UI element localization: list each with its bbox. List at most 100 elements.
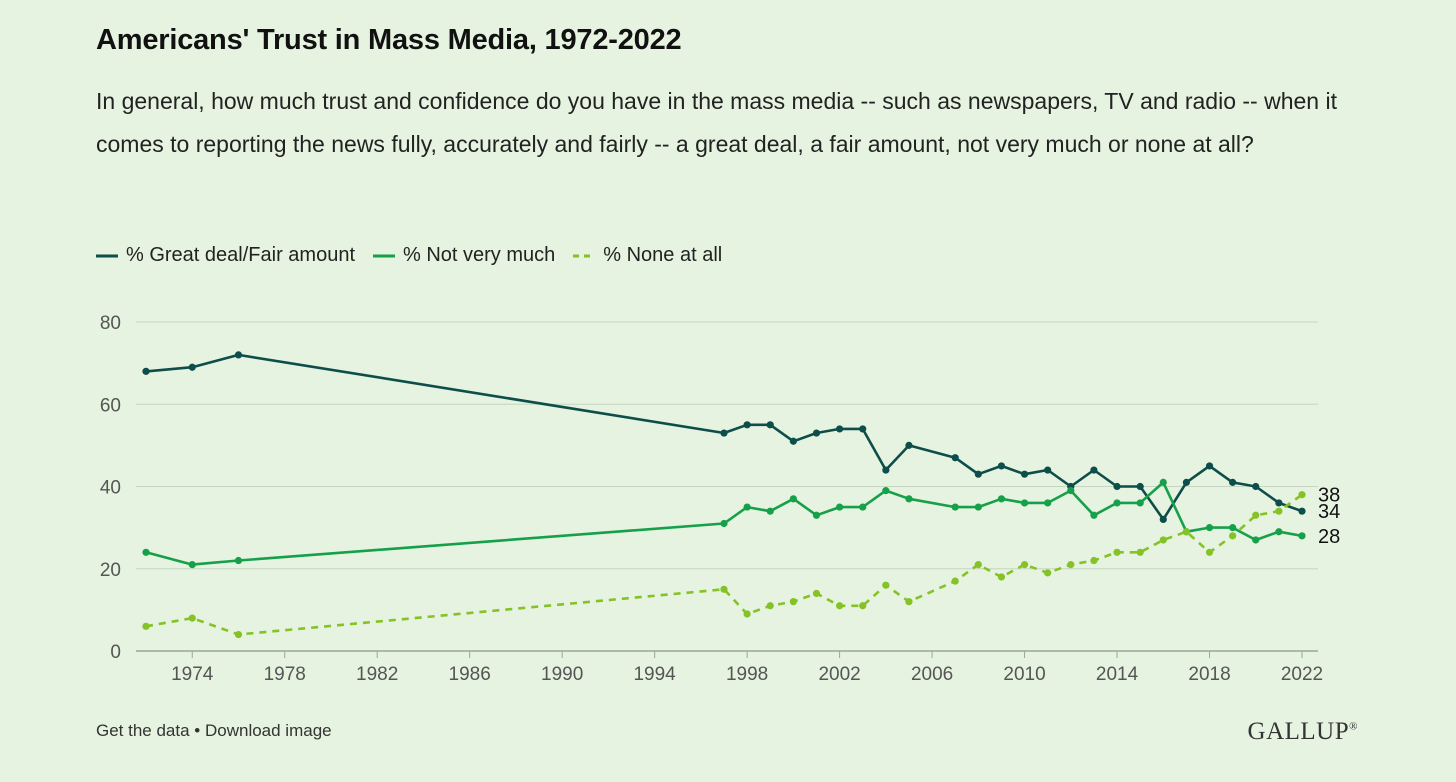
data-point xyxy=(836,602,844,610)
legend-swatch-great-deal xyxy=(96,254,118,257)
y-tick-label: 40 xyxy=(100,478,121,499)
legend-label-none-at-all: % None at all xyxy=(603,244,723,266)
data-point xyxy=(859,602,867,610)
data-point xyxy=(1229,532,1237,540)
data-point xyxy=(997,573,1006,581)
data-point xyxy=(1113,482,1121,491)
x-tick-label: 2006 xyxy=(911,664,953,685)
data-point xyxy=(234,556,243,565)
y-tick-label: 0 xyxy=(110,642,121,663)
data-point xyxy=(812,429,821,437)
data-point xyxy=(859,503,867,511)
data-point xyxy=(789,495,797,503)
x-tick-label: 2018 xyxy=(1188,664,1230,685)
data-point xyxy=(974,503,982,511)
data-point xyxy=(859,425,867,433)
legend-swatch-none-at-all xyxy=(573,254,596,257)
chart-subtitle: In general, how much trust and confidenc… xyxy=(96,88,1337,157)
data-point xyxy=(1159,536,1167,544)
data-point xyxy=(1205,548,1214,556)
y-tick-label: 80 xyxy=(100,313,121,334)
data-point xyxy=(766,507,774,515)
data-point xyxy=(974,561,982,569)
data-point xyxy=(743,503,751,511)
data-point xyxy=(188,363,196,371)
data-point xyxy=(951,577,959,585)
data-point xyxy=(1205,524,1214,532)
data-point xyxy=(720,519,728,528)
data-point xyxy=(974,470,982,478)
data-point xyxy=(789,437,797,445)
download-image-link[interactable]: Download image xyxy=(204,721,332,740)
data-point xyxy=(1044,466,1052,474)
data-point xyxy=(1090,466,1098,474)
footer-links: Get the data • Download image xyxy=(96,721,332,741)
x-tick-label: 1986 xyxy=(449,664,491,685)
data-point xyxy=(1159,515,1167,524)
x-tick-label: 1974 xyxy=(171,664,214,685)
data-point xyxy=(1136,548,1144,556)
data-point xyxy=(1229,524,1237,532)
end-label: 38 xyxy=(1318,485,1340,507)
data-point xyxy=(1090,511,1098,519)
data-point xyxy=(188,614,196,622)
data-point xyxy=(882,581,890,589)
end-label: 28 xyxy=(1318,526,1340,548)
data-point xyxy=(1159,478,1167,486)
data-point xyxy=(1252,482,1260,491)
x-tick-label: 1994 xyxy=(633,664,676,685)
data-point xyxy=(1113,499,1121,507)
data-point xyxy=(997,495,1006,503)
y-tick-label: 60 xyxy=(100,395,121,416)
data-point xyxy=(1298,507,1306,515)
data-point xyxy=(905,495,913,503)
x-tick-label: 1982 xyxy=(356,664,398,685)
x-tick-label: 1998 xyxy=(726,664,768,685)
data-point xyxy=(1252,536,1260,544)
data-point xyxy=(836,425,844,433)
data-point xyxy=(951,503,959,511)
data-point xyxy=(997,462,1006,470)
data-point xyxy=(1067,487,1075,495)
end-label: 34 xyxy=(1318,501,1340,523)
footer-separator: • xyxy=(189,721,205,740)
series-line-1 xyxy=(145,481,1303,566)
data-point xyxy=(1020,499,1029,507)
data-point xyxy=(142,367,150,375)
data-point xyxy=(1067,561,1075,569)
data-point xyxy=(766,421,774,429)
legend-swatch-not-very-much xyxy=(373,254,395,257)
x-tick-label: 2010 xyxy=(1003,664,1045,685)
data-point xyxy=(1182,478,1190,486)
legend-label-not-very-much: % Not very much xyxy=(403,244,556,266)
data-point xyxy=(1044,569,1052,577)
data-point xyxy=(882,466,890,474)
data-point xyxy=(1136,499,1144,507)
x-tick-label: 2002 xyxy=(818,664,860,685)
data-point xyxy=(836,503,844,511)
data-point xyxy=(812,589,821,598)
legend-item-great-deal: % Great deal/Fair amount xyxy=(96,244,355,267)
data-point xyxy=(1229,478,1237,486)
data-point xyxy=(1275,528,1283,536)
data-point xyxy=(720,429,728,437)
get-data-link[interactable]: Get the data xyxy=(96,721,190,740)
y-tick-label: 20 xyxy=(100,560,121,581)
data-point xyxy=(1020,470,1029,478)
data-point xyxy=(1044,499,1052,507)
legend-label-great-deal: % Great deal/Fair amount xyxy=(126,244,355,266)
data-point xyxy=(743,421,751,429)
legend-item-none-at-all: % None at all xyxy=(573,244,722,267)
data-point xyxy=(1182,528,1190,536)
series-line-0 xyxy=(145,353,1303,521)
data-point xyxy=(234,351,243,359)
data-point xyxy=(188,561,196,569)
data-point xyxy=(1205,462,1214,470)
data-point xyxy=(882,487,890,495)
data-point xyxy=(1298,532,1306,540)
x-tick-label: 2022 xyxy=(1281,664,1323,685)
legend-item-not-very-much: % Not very much xyxy=(373,244,555,267)
data-point xyxy=(789,598,797,606)
data-point xyxy=(766,602,774,610)
